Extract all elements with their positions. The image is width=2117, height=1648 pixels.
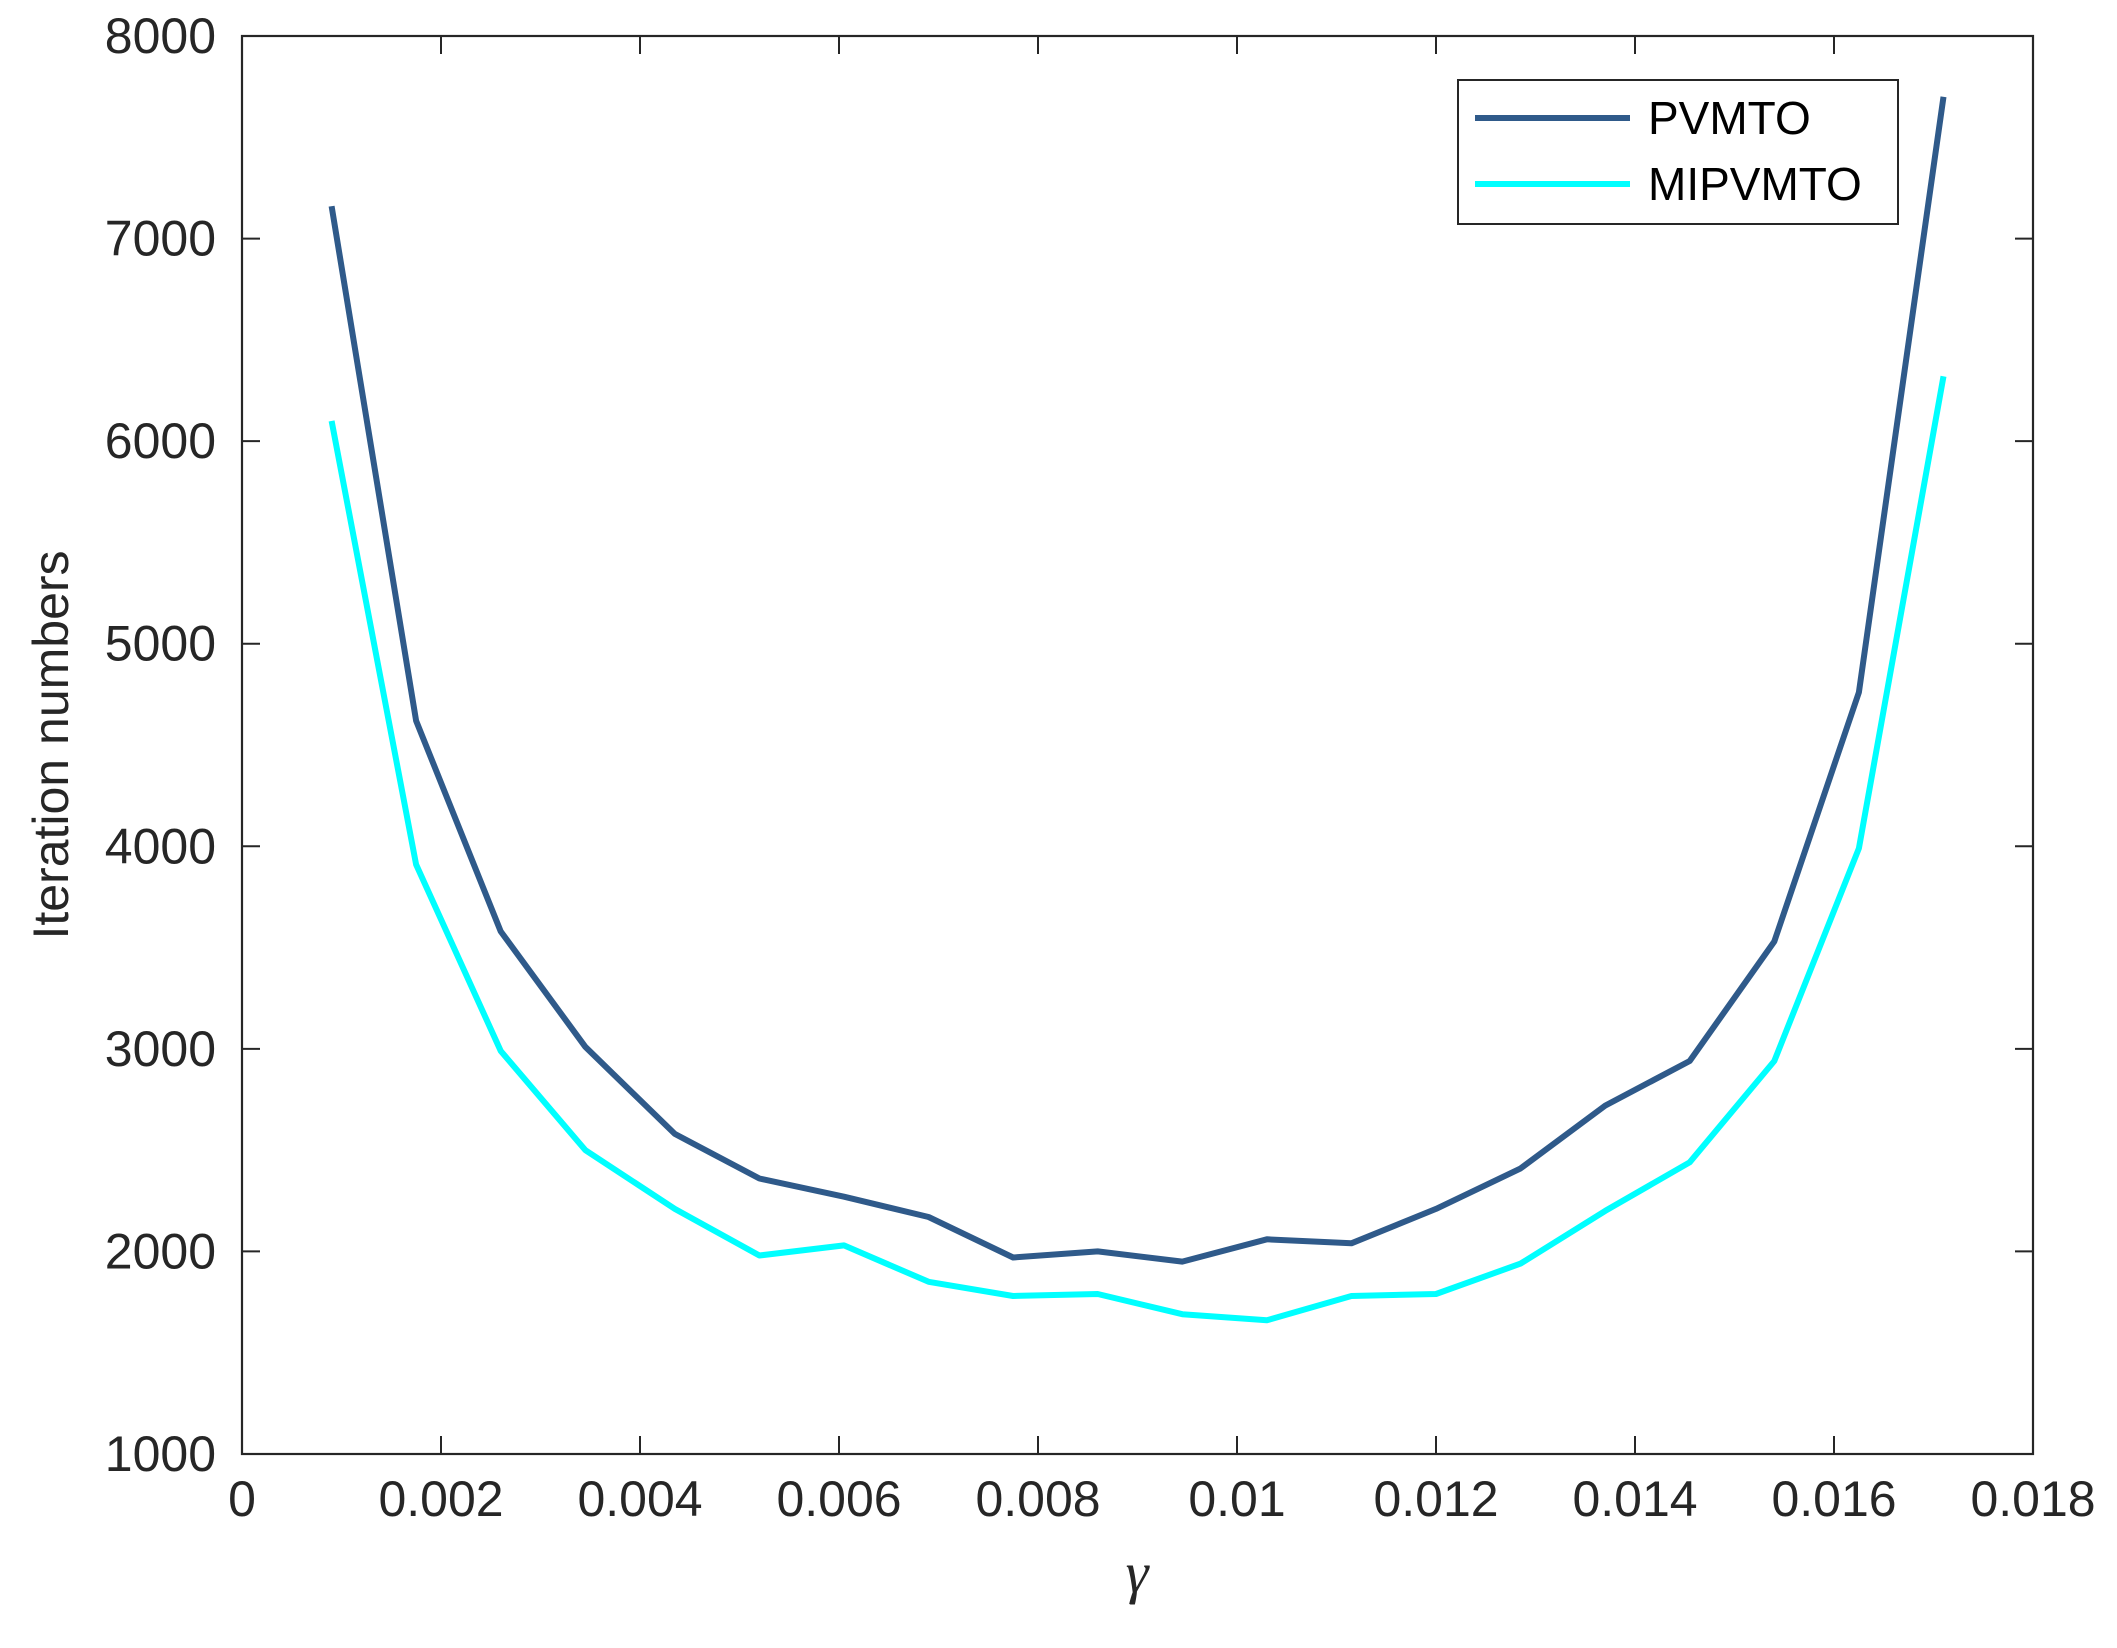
legend-label-mipvmto: MIPVMTO bbox=[1648, 158, 1862, 210]
x-axis-title: γ bbox=[1126, 1540, 1151, 1605]
x-tick-label: 0.004 bbox=[577, 1471, 702, 1527]
y-tick-label: 3000 bbox=[105, 1021, 216, 1077]
x-tick-label: 0.012 bbox=[1373, 1471, 1498, 1527]
y-tick-label: 2000 bbox=[105, 1223, 216, 1279]
x-tick-label: 0.018 bbox=[1970, 1471, 2095, 1527]
series-layer bbox=[328, 96, 1947, 1324]
x-tick-label: 0.008 bbox=[975, 1471, 1100, 1527]
legend-box bbox=[1457, 79, 1899, 225]
y-tick-label: 8000 bbox=[105, 8, 216, 64]
y-tick-label: 6000 bbox=[105, 413, 216, 469]
legend-label-pvmto: PVMTO bbox=[1648, 92, 1811, 144]
x-tick-label: 0.006 bbox=[776, 1471, 901, 1527]
legend: PVMTO MIPVMTO bbox=[1457, 79, 1899, 225]
series-line-pvmto bbox=[328, 96, 1947, 1265]
tick-label-layer: 0 0.002 0.004 0.006 0.008 0.01 0.012 0.014 0.016… bbox=[105, 8, 2096, 1527]
y-axis-title: Iteration numbers bbox=[23, 550, 79, 939]
plot-frame bbox=[240, 34, 2035, 1456]
x-tick-label: 0.01 bbox=[1188, 1471, 1285, 1527]
x-tick-label: 0 bbox=[228, 1471, 256, 1527]
plot-background bbox=[242, 36, 2033, 1454]
y-tick-label: 4000 bbox=[105, 818, 216, 874]
x-tick-label: 0.002 bbox=[378, 1471, 503, 1527]
series-line-mipvmto bbox=[328, 375, 1947, 1324]
y-tick-label: 7000 bbox=[105, 211, 216, 267]
x-tick-label: 0.016 bbox=[1771, 1471, 1896, 1527]
y-tick-label: 5000 bbox=[105, 616, 216, 672]
y-tick-label: 1000 bbox=[105, 1426, 216, 1482]
x-tick-label: 0.014 bbox=[1572, 1471, 1697, 1527]
